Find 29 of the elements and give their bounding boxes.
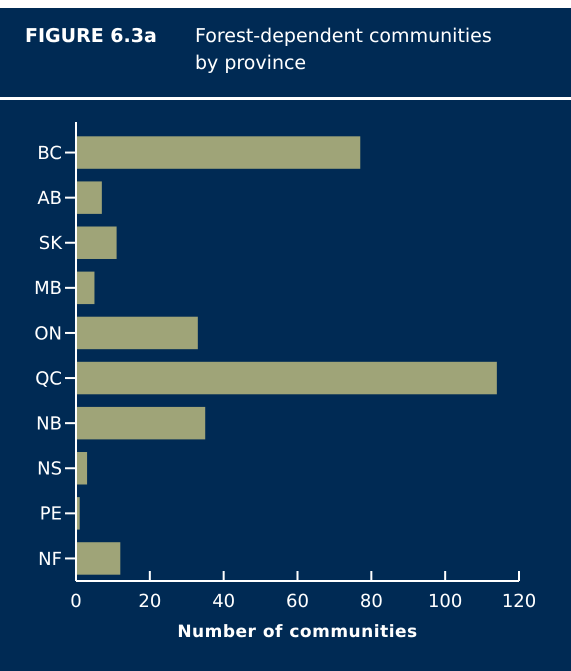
x-tick-label: 80 bbox=[360, 591, 383, 612]
bar bbox=[76, 272, 94, 304]
bar bbox=[76, 136, 360, 169]
bar bbox=[76, 181, 102, 214]
x-tick-label: 120 bbox=[502, 591, 536, 612]
bar bbox=[76, 226, 117, 259]
y-tick-label: PE bbox=[40, 504, 62, 525]
x-tick-label: 0 bbox=[70, 591, 82, 612]
x-tick-label: 60 bbox=[286, 591, 309, 612]
bar bbox=[76, 316, 198, 350]
y-tick-label: QC bbox=[35, 368, 62, 390]
x-tick-label: 20 bbox=[138, 591, 162, 612]
bar bbox=[76, 362, 497, 394]
bar bbox=[76, 542, 120, 575]
y-tick-label: SK bbox=[38, 233, 64, 254]
y-tick-label: NB bbox=[36, 413, 62, 434]
bar bbox=[76, 406, 206, 440]
y-tick-label: NS bbox=[37, 458, 62, 480]
chart-title: FIGURE 6.3a bbox=[25, 25, 157, 47]
x-axis-title: Number of communities bbox=[177, 622, 418, 642]
y-tick-label: ON bbox=[34, 323, 62, 344]
x-tick-label: 100 bbox=[428, 591, 462, 612]
bar bbox=[76, 452, 88, 484]
chart-subtitle: Forest-dependent communities by province bbox=[195, 25, 492, 74]
y-tick-label: NF bbox=[38, 548, 62, 570]
x-tick-label: 40 bbox=[212, 591, 236, 612]
y-tick-label: AB bbox=[37, 188, 62, 209]
y-tick-label: MB bbox=[34, 278, 62, 300]
y-tick-label: BC bbox=[37, 142, 62, 164]
